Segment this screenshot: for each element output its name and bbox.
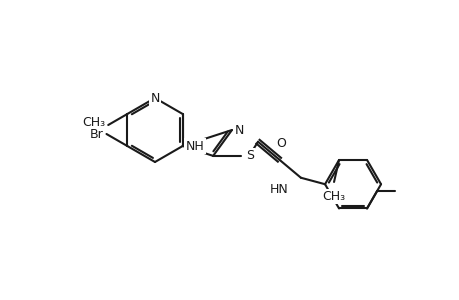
Text: CH₃: CH₃ [82,116,105,130]
Text: S: S [246,149,253,162]
Text: HN: HN [269,183,288,196]
Text: Br: Br [90,128,103,140]
Text: CH₃: CH₃ [322,190,345,203]
Text: N: N [150,92,159,104]
Text: NH: NH [185,140,204,152]
Text: O: O [276,137,286,150]
Text: N: N [235,124,244,136]
